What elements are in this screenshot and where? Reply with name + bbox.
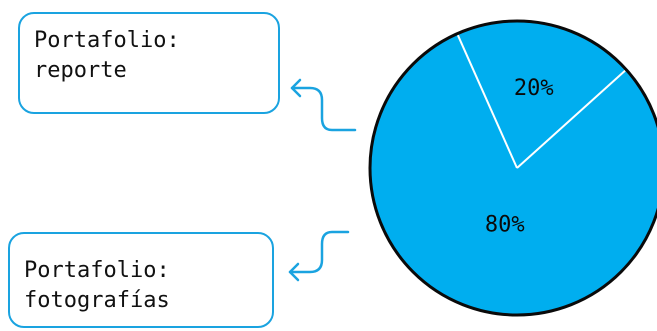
- pie-slice-label-1: 20%: [514, 76, 554, 101]
- callout-report-line1: Portafolio:: [34, 28, 180, 53]
- arrow-to-report: [290, 86, 357, 132]
- pie-slice-labels: 20% 80%: [485, 76, 554, 238]
- pie-slice-2: [370, 33, 657, 315]
- callout-photos: Portafolio: fotografías: [8, 232, 274, 328]
- pie-slices: [368, 19, 657, 317]
- callout-photos-line2: fotografías: [24, 288, 170, 313]
- arrowhead-report-icon: [290, 78, 302, 98]
- pie-outline: [368, 19, 657, 317]
- callout-report-line2: reporte: [34, 58, 127, 83]
- pie-divider-1: [456, 33, 518, 169]
- callout-report: Portafolio: reporte: [18, 12, 280, 114]
- callout-photos-line1: Portafolio:: [24, 258, 170, 283]
- pie-slice-label-2: 80%: [485, 213, 525, 238]
- arrowhead-photos-icon: [288, 262, 300, 282]
- arrow-to-photos: [288, 230, 350, 274]
- pie-divider-2: [516, 68, 627, 169]
- pie-slice-1: [457, 20, 627, 169]
